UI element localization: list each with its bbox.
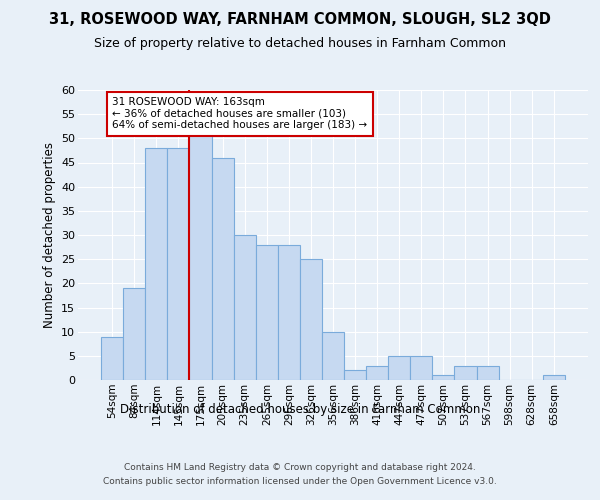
- Bar: [454, 366, 476, 380]
- Bar: [322, 332, 344, 380]
- Text: Contains public sector information licensed under the Open Government Licence v3: Contains public sector information licen…: [103, 478, 497, 486]
- Bar: [300, 259, 322, 380]
- Bar: [233, 235, 256, 380]
- Bar: [101, 336, 123, 380]
- Bar: [167, 148, 190, 380]
- Bar: [410, 356, 433, 380]
- Bar: [123, 288, 145, 380]
- Bar: [366, 366, 388, 380]
- Bar: [256, 244, 278, 380]
- Bar: [190, 134, 212, 380]
- Bar: [476, 366, 499, 380]
- Bar: [212, 158, 233, 380]
- Y-axis label: Number of detached properties: Number of detached properties: [43, 142, 56, 328]
- Text: Size of property relative to detached houses in Farnham Common: Size of property relative to detached ho…: [94, 38, 506, 51]
- Text: Contains HM Land Registry data © Crown copyright and database right 2024.: Contains HM Land Registry data © Crown c…: [124, 462, 476, 471]
- Text: 31 ROSEWOOD WAY: 163sqm
← 36% of detached houses are smaller (103)
64% of semi-d: 31 ROSEWOOD WAY: 163sqm ← 36% of detache…: [112, 97, 367, 130]
- Bar: [433, 375, 454, 380]
- Bar: [278, 244, 300, 380]
- Bar: [344, 370, 366, 380]
- Bar: [388, 356, 410, 380]
- Text: 31, ROSEWOOD WAY, FARNHAM COMMON, SLOUGH, SL2 3QD: 31, ROSEWOOD WAY, FARNHAM COMMON, SLOUGH…: [49, 12, 551, 28]
- Bar: [145, 148, 167, 380]
- Text: Distribution of detached houses by size in Farnham Common: Distribution of detached houses by size …: [120, 402, 480, 415]
- Bar: [543, 375, 565, 380]
